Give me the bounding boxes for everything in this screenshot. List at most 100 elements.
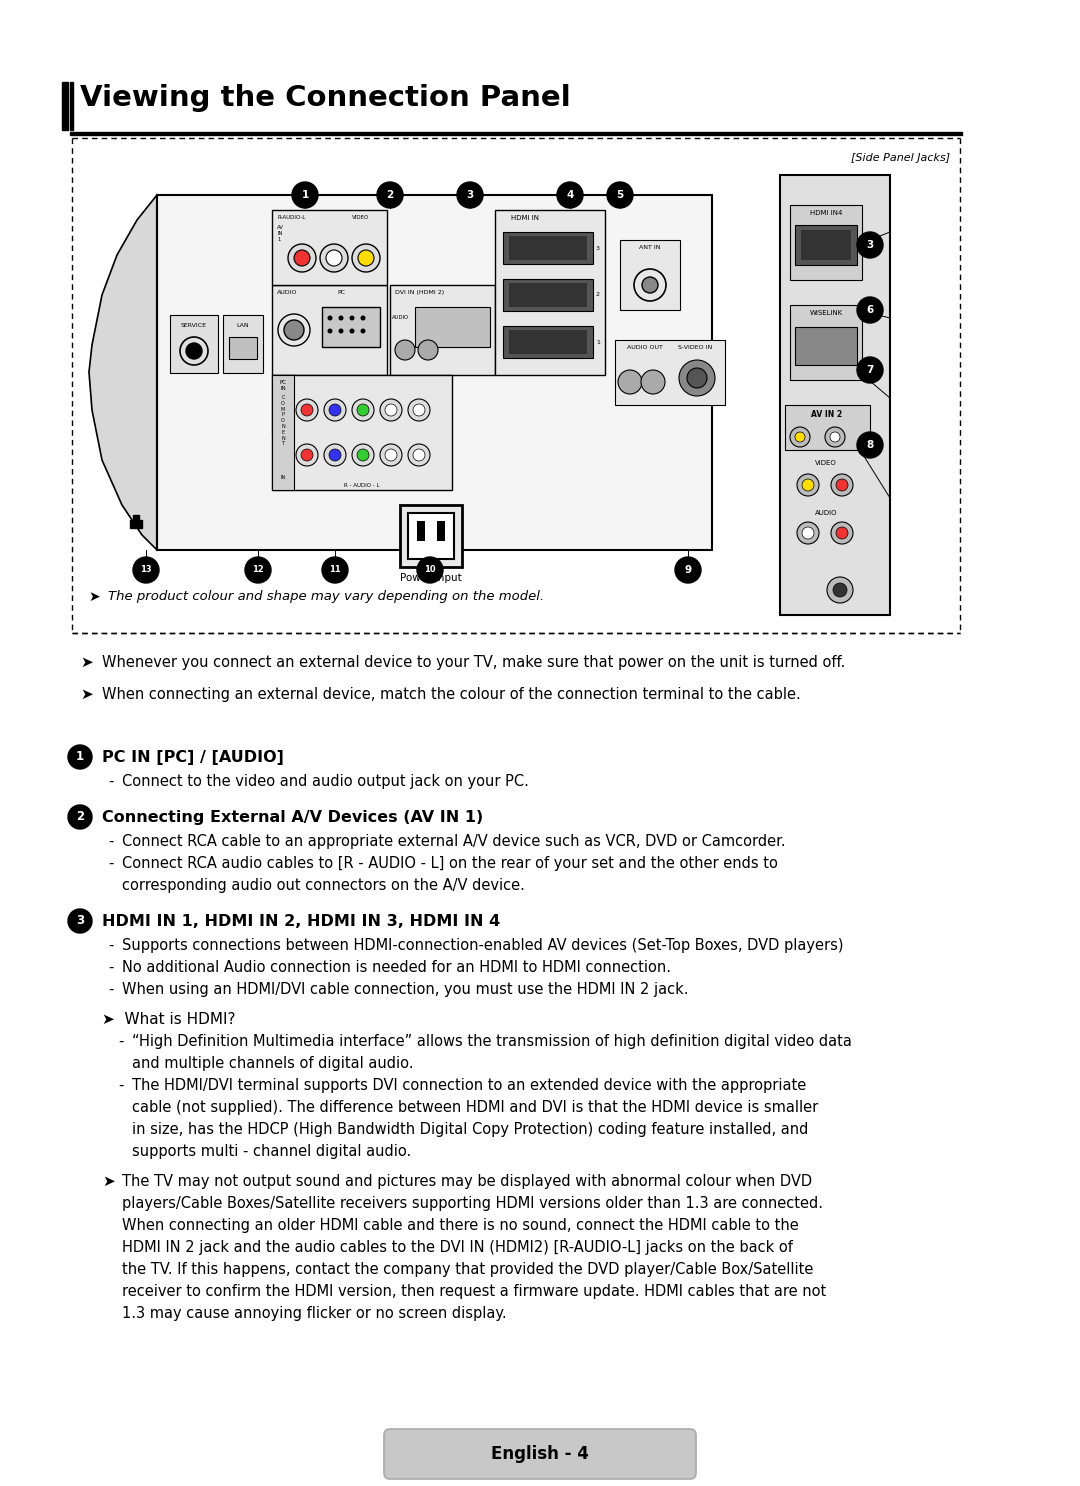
Text: Connect to the video and audio output jack on your PC.: Connect to the video and audio output ja… [122,774,529,789]
Bar [400,505,462,568]
Text: and multiple channels of digital audio.: and multiple channels of digital audio. [132,1057,414,1071]
Text: 5: 5 [617,190,623,201]
Circle shape [68,805,92,829]
Bar [133,516,139,522]
Text: Power Input: Power Input [400,574,462,583]
Text: 10: 10 [424,566,436,575]
Circle shape [457,181,483,208]
Circle shape [322,557,348,583]
Circle shape [607,181,633,208]
Circle shape [329,449,341,461]
Bar [789,305,862,380]
Circle shape [245,557,271,583]
Text: ➤: ➤ [80,687,93,701]
Circle shape [795,432,805,441]
Bar [272,374,294,435]
Bar [795,224,858,265]
Text: ➤: ➤ [87,590,99,603]
Circle shape [357,250,374,266]
Bar [503,325,593,358]
Bar [70,132,962,135]
Text: Connecting External A/V Devices (AV IN 1): Connecting External A/V Devices (AV IN 1… [102,810,483,825]
Circle shape [296,400,318,421]
Bar [229,337,257,360]
Circle shape [802,528,814,539]
Circle shape [687,369,707,388]
Circle shape [352,444,374,467]
Bar [170,315,218,373]
Bar [130,520,141,528]
Text: 1: 1 [301,190,309,201]
Text: AV
IN
1: AV IN 1 [276,224,284,242]
Text: -: - [108,834,113,849]
Circle shape [679,360,715,395]
Text: PC: PC [337,290,345,296]
Bar [620,241,680,311]
Text: HDMI IN4: HDMI IN4 [810,210,842,215]
Circle shape [380,400,402,421]
Text: -: - [108,938,113,953]
Circle shape [618,370,642,394]
Text: WISELINK: WISELINK [809,311,842,317]
Circle shape [858,357,883,383]
Text: 7: 7 [866,366,874,374]
Circle shape [284,319,303,340]
Bar [780,175,890,615]
Bar [390,285,495,374]
Circle shape [324,444,346,467]
Circle shape [329,404,341,416]
Circle shape [301,404,313,416]
Circle shape [357,449,369,461]
Circle shape [408,400,430,421]
Text: AUDIO: AUDIO [276,290,297,296]
Text: Connect RCA audio cables to [R - AUDIO - L] on the rear of your set and the othe: Connect RCA audio cables to [R - AUDIO -… [122,856,778,871]
Circle shape [294,250,310,266]
Circle shape [350,315,354,321]
Circle shape [384,404,397,416]
Bar [509,282,588,308]
Circle shape [831,432,840,441]
Text: supports multi - channel digital audio.: supports multi - channel digital audio. [132,1144,411,1159]
Bar [322,308,380,348]
Circle shape [418,340,438,360]
Circle shape [797,474,819,496]
Text: ➤: ➤ [102,1174,114,1189]
Text: 3: 3 [76,914,84,927]
Text: 3: 3 [596,245,600,251]
Text: AV IN 2: AV IN 2 [811,410,842,419]
Text: 2: 2 [596,293,600,297]
Circle shape [413,404,426,416]
Text: 1.3 may cause annoying flicker or no screen display.: 1.3 may cause annoying flicker or no scr… [122,1306,507,1321]
Text: Connect RCA cable to an appropriate external A/V device such as VCR, DVD or Camc: Connect RCA cable to an appropriate exte… [122,834,785,849]
Bar [509,330,588,354]
Text: HDMI IN: HDMI IN [511,215,539,221]
Circle shape [395,340,415,360]
Text: R-AUDIO-L: R-AUDIO-L [276,215,306,220]
Text: players/Cable Boxes/Satellite receivers supporting HDMI versions older than 1.3 : players/Cable Boxes/Satellite receivers … [122,1196,823,1211]
Text: When connecting an external device, match the colour of the connection terminal : When connecting an external device, matc… [102,687,800,701]
Circle shape [338,315,343,321]
Text: VIDEO: VIDEO [352,215,369,220]
Circle shape [296,444,318,467]
FancyBboxPatch shape [384,1430,696,1479]
Text: C
O
M
P
O
N
E
N
T: C O M P O N E N T [281,395,285,446]
Bar [272,374,453,490]
Circle shape [352,244,380,272]
Text: [Side Panel Jacks]: [Side Panel Jacks] [851,153,950,163]
Circle shape [858,432,883,458]
Bar [417,522,426,541]
Text: 8: 8 [866,440,874,450]
Circle shape [789,426,810,447]
Circle shape [557,181,583,208]
Text: -: - [118,1077,123,1094]
Bar [615,340,725,406]
Text: The TV may not output sound and pictures may be displayed with abnormal colour w: The TV may not output sound and pictures… [122,1174,812,1189]
Text: -: - [118,1034,123,1049]
Circle shape [825,426,845,447]
Bar [503,232,593,265]
Circle shape [361,315,365,321]
Text: 2: 2 [76,810,84,823]
Circle shape [380,444,402,467]
Text: ANT IN: ANT IN [639,245,661,250]
Circle shape [327,315,333,321]
